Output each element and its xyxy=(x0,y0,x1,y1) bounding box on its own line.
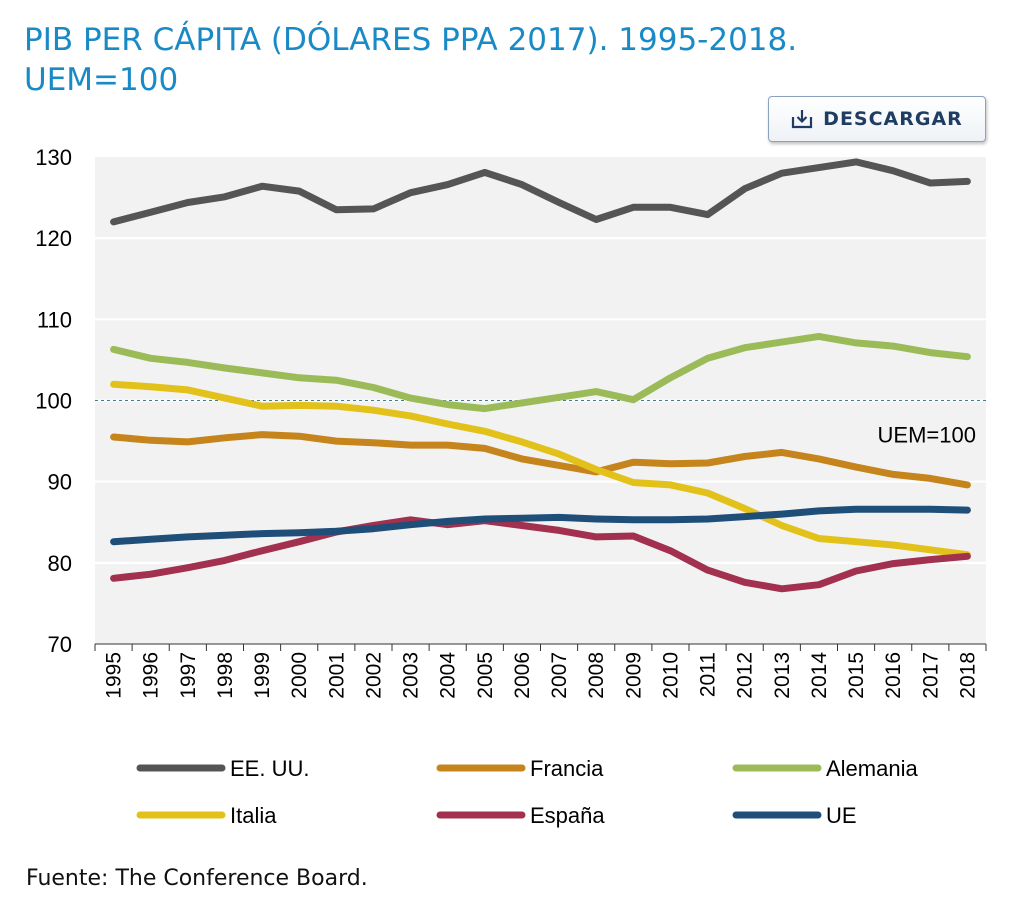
legend-label-1: Francia xyxy=(530,756,604,781)
title-line-2: UEM=100 xyxy=(24,62,179,98)
x-tick-label-2016: 2016 xyxy=(882,652,905,699)
x-tick-label-2017: 2017 xyxy=(919,652,942,699)
x-tick-label-1996: 1996 xyxy=(140,652,163,699)
x-tick-label-1995: 1995 xyxy=(103,652,126,699)
x-tick-label-2018: 2018 xyxy=(956,652,979,699)
y-tick-label-80: 80 xyxy=(48,551,72,576)
x-tick-label-2011: 2011 xyxy=(697,652,720,697)
series-line-ee-uu- xyxy=(110,158,971,226)
x-tick-label-2010: 2010 xyxy=(659,652,682,699)
x-tick-label-2007: 2007 xyxy=(548,652,571,699)
source-note: Fuente: The Conference Board. xyxy=(26,866,368,891)
x-tick-label-2003: 2003 xyxy=(400,652,423,699)
y-tick-label-70: 70 xyxy=(48,632,72,657)
x-tick-label-2000: 2000 xyxy=(288,652,311,699)
legend-label-3: Italia xyxy=(230,803,277,828)
series-line-alemania xyxy=(110,332,971,413)
legend-label-2: Alemania xyxy=(826,756,918,781)
download-button[interactable]: DESCARGAR xyxy=(768,96,986,142)
y-tick-label-90: 90 xyxy=(48,470,72,495)
y-tick-label-130: 130 xyxy=(35,145,72,170)
x-tick-label-2008: 2008 xyxy=(585,652,608,699)
legend-label-5: UE xyxy=(826,803,857,828)
series-line-italia xyxy=(110,380,971,559)
x-tick-label-2004: 2004 xyxy=(437,652,460,699)
y-tick-label-110: 110 xyxy=(37,307,72,332)
series-line-ue xyxy=(110,505,971,546)
x-tick-label-2009: 2009 xyxy=(622,652,645,699)
x-tick-label-1997: 1997 xyxy=(177,652,200,699)
legend-label-4: España xyxy=(530,803,605,828)
x-tick-label-2014: 2014 xyxy=(808,652,831,699)
x-tick-label-2005: 2005 xyxy=(474,652,497,699)
x-tick-label-2012: 2012 xyxy=(734,652,757,699)
x-tick-label-2002: 2002 xyxy=(362,652,385,699)
title-line-1: PIB PER CÁPITA (DÓLARES PPA 2017). 1995-… xyxy=(24,22,798,58)
legend-label-0: EE. UU. xyxy=(230,756,309,781)
x-tick-label-1999: 1999 xyxy=(251,652,274,699)
x-tick-label-2006: 2006 xyxy=(511,652,534,699)
page-title: PIB PER CÁPITA (DÓLARES PPA 2017). 1995-… xyxy=(24,20,924,100)
x-tick-label-2013: 2013 xyxy=(771,652,794,699)
reference-line-label: UEM=100 xyxy=(878,423,976,448)
x-tick-label-1998: 1998 xyxy=(214,652,237,699)
series-line-españa xyxy=(110,516,971,593)
download-button-label: DESCARGAR xyxy=(823,108,963,130)
download-icon xyxy=(791,108,813,130)
x-tick-label-2001: 2001 xyxy=(325,652,348,699)
series-line-francia xyxy=(110,431,971,489)
x-tick-label-2015: 2015 xyxy=(845,652,868,699)
y-tick-label-120: 120 xyxy=(35,226,72,251)
y-tick-label-100: 100 xyxy=(35,389,72,414)
